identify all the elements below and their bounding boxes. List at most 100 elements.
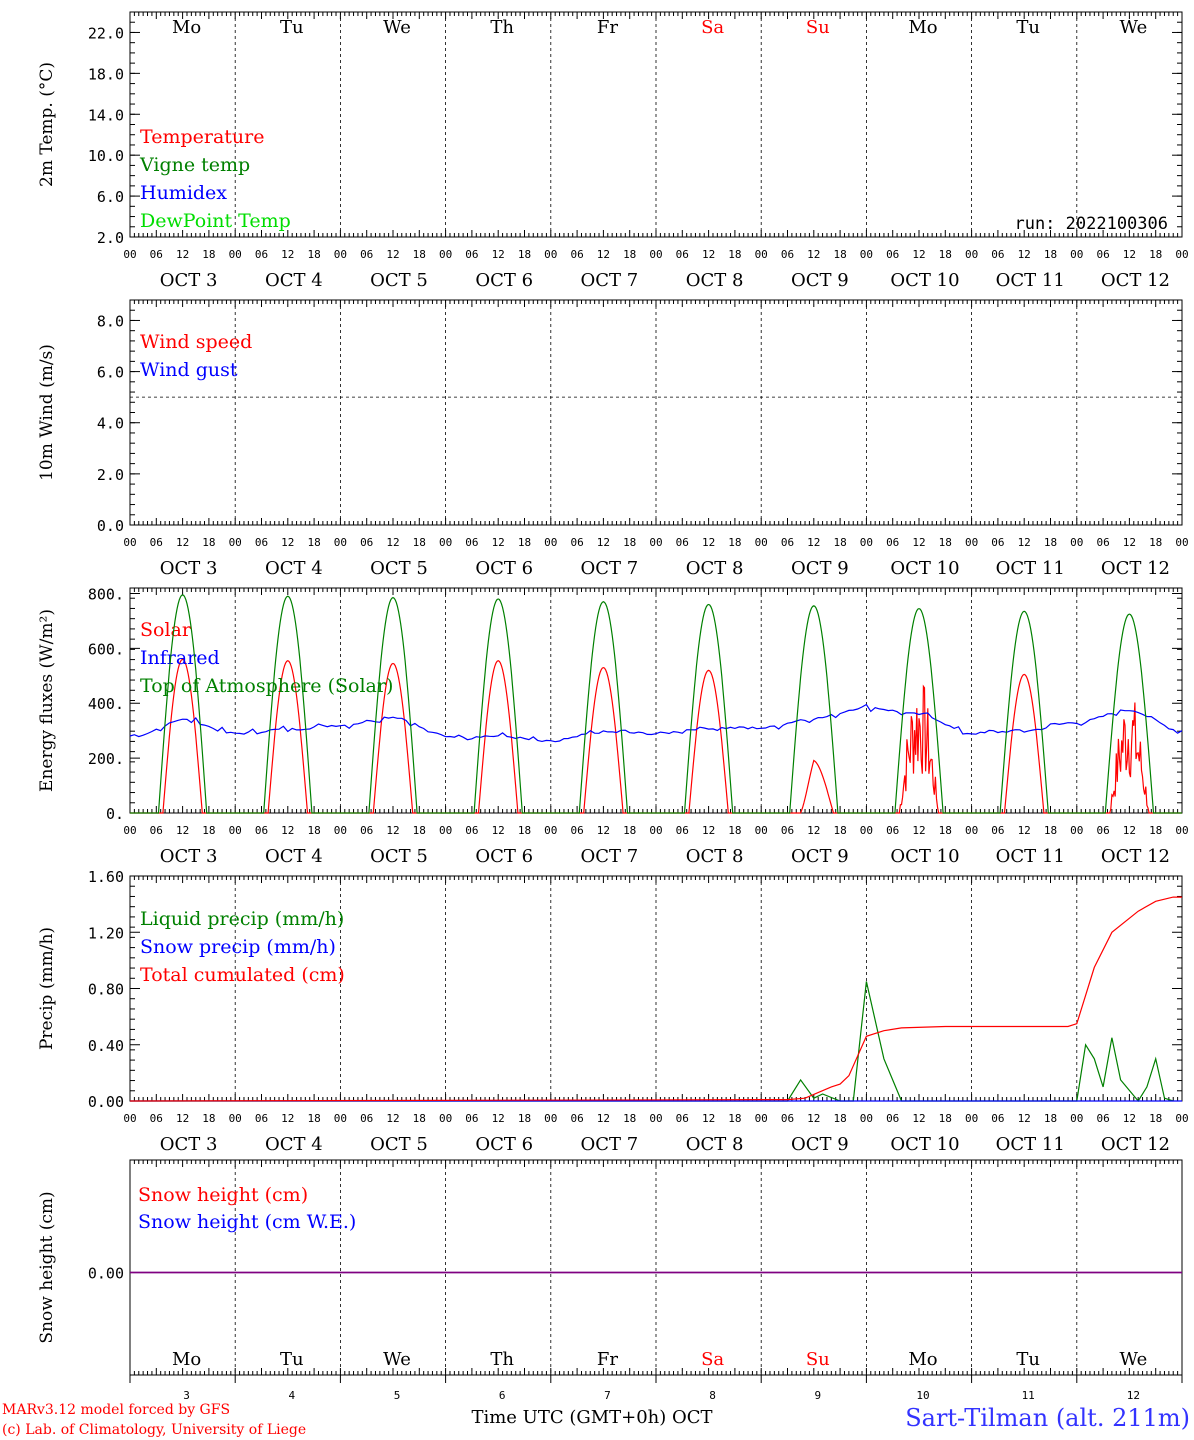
x-hour-label: 12 bbox=[281, 1112, 294, 1125]
x-date-label: OCT 10 bbox=[890, 558, 959, 579]
y-tick-label: 2.0 bbox=[97, 466, 124, 484]
x-hour-label: 00 bbox=[1070, 536, 1083, 549]
x-hour-label: 06 bbox=[676, 1112, 689, 1125]
x-hour-label: 06 bbox=[465, 824, 478, 837]
x-hour-label: 12 bbox=[492, 248, 505, 261]
x-hour-label: 12 bbox=[597, 1112, 610, 1125]
x-date-label: OCT 12 bbox=[1101, 1134, 1170, 1155]
x-date-label: OCT 12 bbox=[1101, 846, 1170, 867]
x-hour-label: 00 bbox=[123, 1112, 136, 1125]
x-hour-label: 00 bbox=[755, 536, 768, 549]
day-name-label: Tu bbox=[280, 17, 304, 38]
x-hour-label: 18 bbox=[833, 824, 846, 837]
x-date-label: OCT 3 bbox=[160, 846, 218, 867]
x-date-label: OCT 5 bbox=[370, 1134, 428, 1155]
x-hour-label: 18 bbox=[1149, 1112, 1162, 1125]
legend-entry: Solar bbox=[140, 619, 192, 641]
day-name-label: Tu bbox=[280, 1349, 304, 1370]
x-hour-label: 18 bbox=[518, 1112, 531, 1125]
x-hour-label: 12 bbox=[807, 248, 820, 261]
x-hour-label: 12 bbox=[386, 536, 399, 549]
x-hour-label: 00 bbox=[334, 1112, 347, 1125]
y-tick-label: 6.0 bbox=[97, 364, 124, 382]
y-tick-label: 800. bbox=[88, 585, 124, 603]
x-hour-label: 18 bbox=[1044, 1112, 1057, 1125]
legend-entry: Wind speed bbox=[140, 331, 252, 353]
x-hour-label: 06 bbox=[465, 248, 478, 261]
x-hour-label: 06 bbox=[991, 1112, 1004, 1125]
x-date-label: OCT 3 bbox=[160, 558, 218, 579]
x-hour-label: 18 bbox=[623, 536, 636, 549]
day-name-label: Su bbox=[806, 1349, 830, 1370]
x-date-label: OCT 6 bbox=[475, 270, 533, 291]
x-date-label: OCT 9 bbox=[791, 558, 849, 579]
day-name-label: We bbox=[383, 17, 411, 38]
x-hour-label: 12 bbox=[492, 536, 505, 549]
x-hour-label: 12 bbox=[1018, 536, 1031, 549]
run-label: run: 2022100306 bbox=[1014, 214, 1168, 234]
x-hour-label: 00 bbox=[860, 248, 873, 261]
y-tick-label: 6.0 bbox=[97, 188, 124, 206]
x-hour-label: 06 bbox=[150, 536, 163, 549]
x-hour-label: 12 bbox=[912, 1112, 925, 1125]
legend-entry: DewPoint Temp bbox=[140, 210, 291, 232]
x-hour-label: 00 bbox=[860, 824, 873, 837]
x-hour-label: 18 bbox=[939, 536, 952, 549]
x-date-label: OCT 11 bbox=[996, 1134, 1065, 1155]
x-hour-label: 18 bbox=[307, 1112, 320, 1125]
y-tick-label: 0.40 bbox=[88, 1037, 124, 1055]
x-date-label: OCT 7 bbox=[581, 846, 639, 867]
x-date-label: OCT 4 bbox=[265, 846, 323, 867]
x-hour-label: 06 bbox=[886, 1112, 899, 1125]
x-hour-label: 18 bbox=[307, 536, 320, 549]
y-axis-title: Energy fluxes (W/m²) bbox=[37, 609, 57, 792]
x-hour-label: 00 bbox=[965, 248, 978, 261]
x-hour-label: 06 bbox=[360, 536, 373, 549]
panel-snow: 0.00 Snow height (cm) Snow height (cm) Snow… bbox=[37, 1159, 1183, 1402]
plot-frame bbox=[129, 299, 1183, 526]
x-hour-label: 06 bbox=[255, 1112, 268, 1125]
y-tick-label: 1.60 bbox=[88, 868, 124, 886]
x-hour-label: 12 bbox=[492, 1112, 505, 1125]
time-axis-label: Time UTC (GMT+0h) OCT bbox=[471, 1407, 712, 1428]
x-hour-label: 12 bbox=[702, 248, 715, 261]
x-hour-label: 18 bbox=[833, 1112, 846, 1125]
x-date-label: OCT 8 bbox=[686, 1134, 744, 1155]
x-hour-label: 06 bbox=[991, 536, 1004, 549]
x-hour-label: 06 bbox=[781, 248, 794, 261]
x-hour-label: 18 bbox=[307, 824, 320, 837]
day-number-label: 12 bbox=[1127, 1389, 1140, 1402]
day-name-label: Mo bbox=[172, 17, 201, 38]
x-hour-label: 00 bbox=[439, 248, 452, 261]
series-line-total-cumulated-cm- bbox=[129, 896, 1182, 1102]
x-date-label: OCT 9 bbox=[791, 846, 849, 867]
y-tick-label: 0.80 bbox=[88, 981, 124, 999]
day-number-label: 11 bbox=[1022, 1389, 1035, 1402]
x-hour-label: 12 bbox=[597, 248, 610, 261]
x-hour-label: 12 bbox=[912, 536, 925, 549]
x-hour-label: 00 bbox=[649, 536, 662, 549]
x-hour-label: 00 bbox=[439, 1112, 452, 1125]
x-date-label: OCT 4 bbox=[265, 270, 323, 291]
x-hour-label: 00 bbox=[229, 824, 242, 837]
x-hour-label: 12 bbox=[912, 824, 925, 837]
x-hour-label: 00 bbox=[334, 824, 347, 837]
x-date-label: OCT 9 bbox=[791, 270, 849, 291]
x-hour-label: 00 bbox=[544, 1112, 557, 1125]
x-date-label: OCT 11 bbox=[996, 270, 1065, 291]
x-hour-label: 00 bbox=[860, 536, 873, 549]
x-hour-label: 12 bbox=[597, 824, 610, 837]
x-hour-label: 12 bbox=[1123, 1112, 1136, 1125]
y-tick-label: 4.0 bbox=[97, 415, 124, 433]
x-hour-label: 00 bbox=[334, 536, 347, 549]
day-number-label: 4 bbox=[288, 1389, 295, 1402]
y-tick-label: 14.0 bbox=[88, 106, 124, 124]
x-hour-label: 06 bbox=[991, 248, 1004, 261]
y-tick-label: 22.0 bbox=[88, 24, 124, 42]
x-hour-label: 18 bbox=[623, 1112, 636, 1125]
x-hour-label: 00 bbox=[649, 1112, 662, 1125]
y-tick-label: 8.0 bbox=[97, 312, 124, 330]
plot-frame bbox=[129, 11, 1183, 238]
